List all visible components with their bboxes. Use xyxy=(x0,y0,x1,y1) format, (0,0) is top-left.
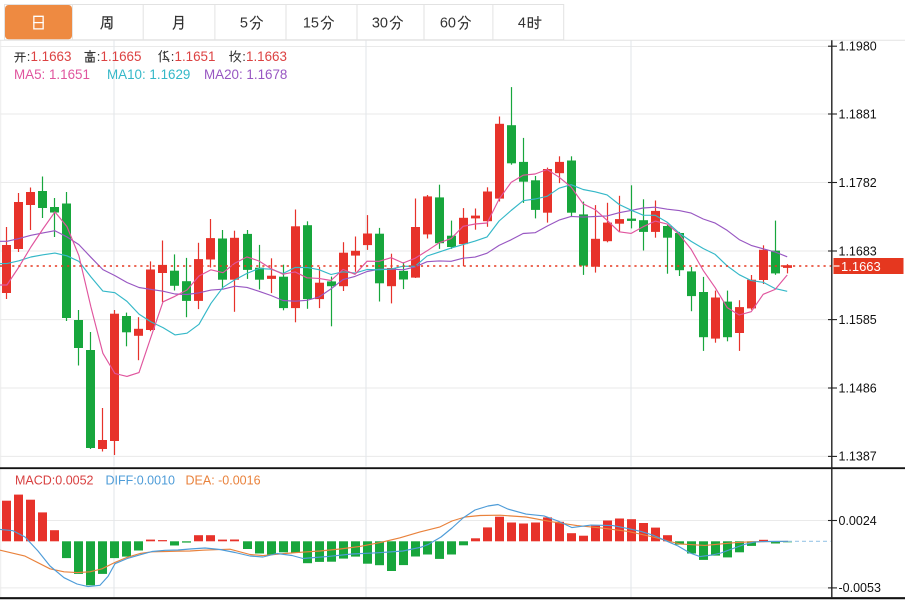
svg-text:DEA: -0.0016: DEA: -0.0016 xyxy=(186,474,261,488)
svg-text:1.1663: 1.1663 xyxy=(31,49,72,64)
svg-text:1.1683: 1.1683 xyxy=(839,244,877,258)
svg-text::: : xyxy=(171,49,175,64)
svg-text:0.0024: 0.0024 xyxy=(839,514,877,528)
svg-text:MA5: 1.1651: MA5: 1.1651 xyxy=(14,67,90,82)
svg-text:1.1665: 1.1665 xyxy=(101,49,142,64)
svg-text:MA20: 1.1678: MA20: 1.1678 xyxy=(204,67,287,82)
svg-text::: : xyxy=(27,49,31,64)
svg-text:DIFF:0.0010: DIFF:0.0010 xyxy=(106,474,176,488)
svg-text:1.1585: 1.1585 xyxy=(839,313,877,327)
svg-text:1.1663: 1.1663 xyxy=(841,259,881,274)
svg-text:MA10: 1.1629: MA10: 1.1629 xyxy=(107,67,190,82)
svg-text:1.1651: 1.1651 xyxy=(175,49,216,64)
svg-text:1.1782: 1.1782 xyxy=(839,176,877,190)
svg-text::: : xyxy=(97,49,101,64)
svg-text:1.1980: 1.1980 xyxy=(839,40,877,54)
svg-text:1.1486: 1.1486 xyxy=(839,381,877,395)
svg-text:-0.0053: -0.0053 xyxy=(839,581,881,595)
svg-text:60: 60 xyxy=(440,15,456,31)
svg-text:4: 4 xyxy=(518,15,526,31)
svg-text::: : xyxy=(242,49,246,64)
svg-text:1.1387: 1.1387 xyxy=(839,450,877,464)
svg-text:30: 30 xyxy=(372,15,388,31)
svg-text:15: 15 xyxy=(303,15,319,31)
svg-text:MACD:0.0052: MACD:0.0052 xyxy=(15,474,94,488)
svg-text:1.1663: 1.1663 xyxy=(246,49,287,64)
svg-text:5: 5 xyxy=(240,15,248,31)
svg-text:1.1881: 1.1881 xyxy=(839,107,877,121)
